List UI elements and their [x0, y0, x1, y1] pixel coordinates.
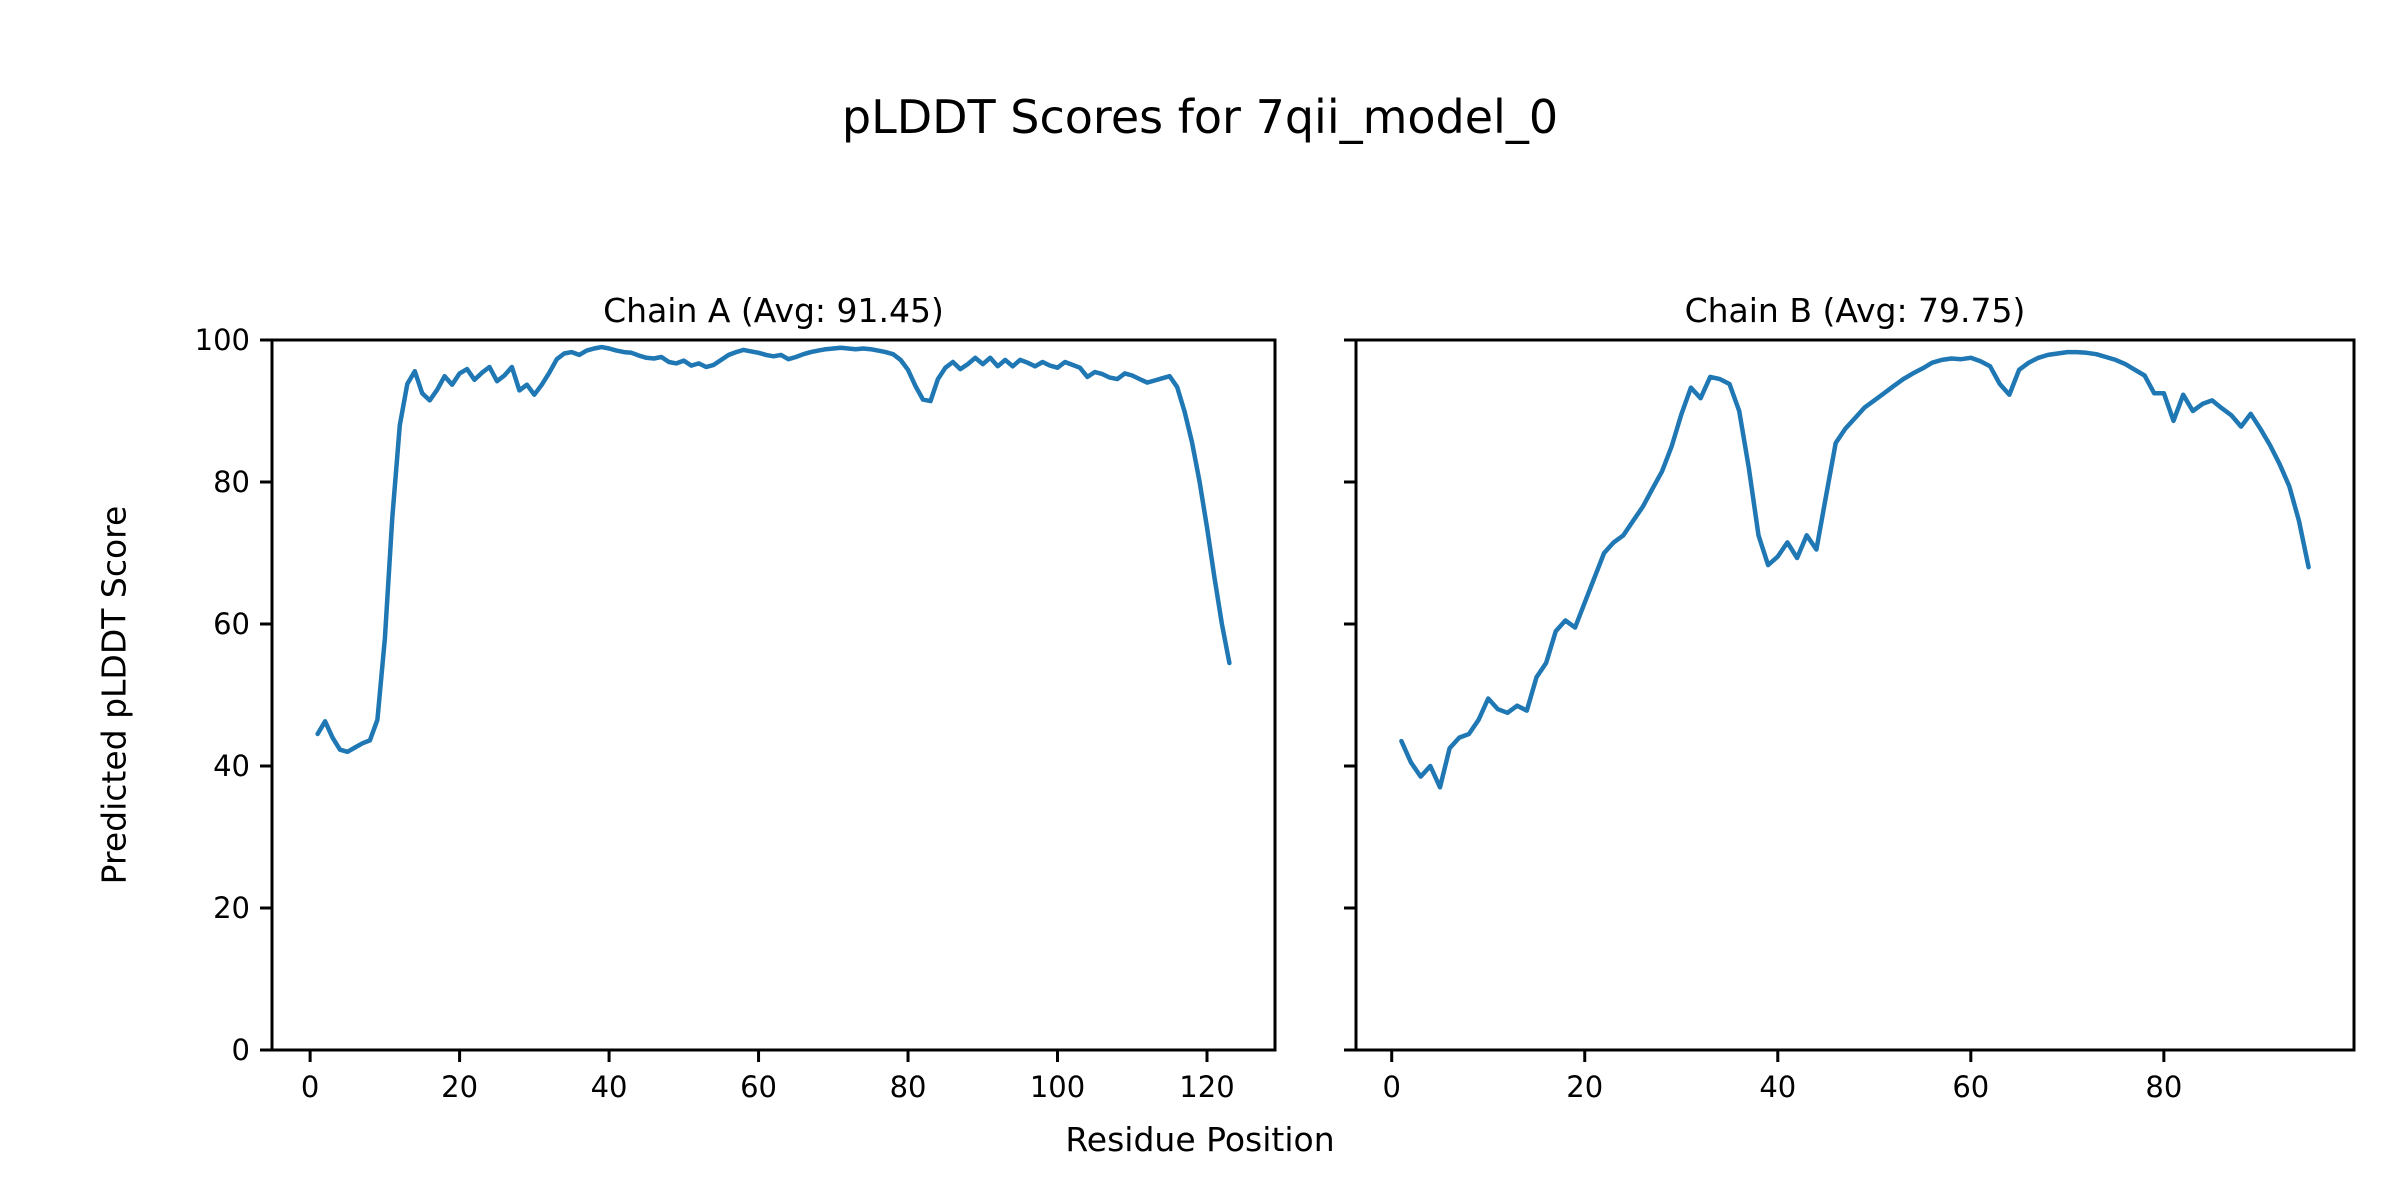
y-tick-label: 20 — [213, 891, 250, 925]
axes-spines — [1354, 338, 2356, 1052]
plddt-line-chain-b — [1399, 349, 2311, 790]
chain-b-axes: 0 20 40 60 80 — [1344, 338, 2356, 1104]
axes-spines — [270, 338, 1277, 1052]
x-tick-label: 60 — [1952, 1070, 1989, 1104]
y-tick-label: 60 — [213, 607, 250, 641]
x-tick-label: 80 — [2145, 1070, 2182, 1104]
y-tick-label: 80 — [213, 465, 250, 499]
chain-a-title: Chain A (Avg: 91.45) — [603, 291, 944, 330]
x-tick-label: 20 — [1566, 1070, 1603, 1104]
plddt-line-chain-a — [315, 344, 1232, 755]
y-tick-label: 100 — [195, 323, 250, 357]
x-tick-label: 20 — [441, 1070, 478, 1104]
x-tick-label: 120 — [1179, 1070, 1234, 1104]
chain-a-axes: 0 20 40 60 80 100 120 0 20 40 60 80 100 — [195, 323, 1277, 1104]
x-axis-label: Residue Position — [1065, 1120, 1335, 1159]
x-tick-label: 40 — [1759, 1070, 1796, 1104]
x-tick-label: 60 — [740, 1070, 777, 1104]
y-tick-label: 0 — [232, 1033, 250, 1067]
x-tick-label: 100 — [1030, 1070, 1085, 1104]
x-tick-label: 40 — [591, 1070, 628, 1104]
y-tick-label: 40 — [213, 749, 250, 783]
chain-b-title: Chain B (Avg: 79.75) — [1684, 291, 2026, 330]
x-tick-label: 80 — [890, 1070, 927, 1104]
figure-title: pLDDT Scores for 7qii_model_0 — [841, 90, 1559, 144]
x-tick-label: 0 — [301, 1070, 319, 1104]
x-tick-label: 0 — [1382, 1070, 1400, 1104]
